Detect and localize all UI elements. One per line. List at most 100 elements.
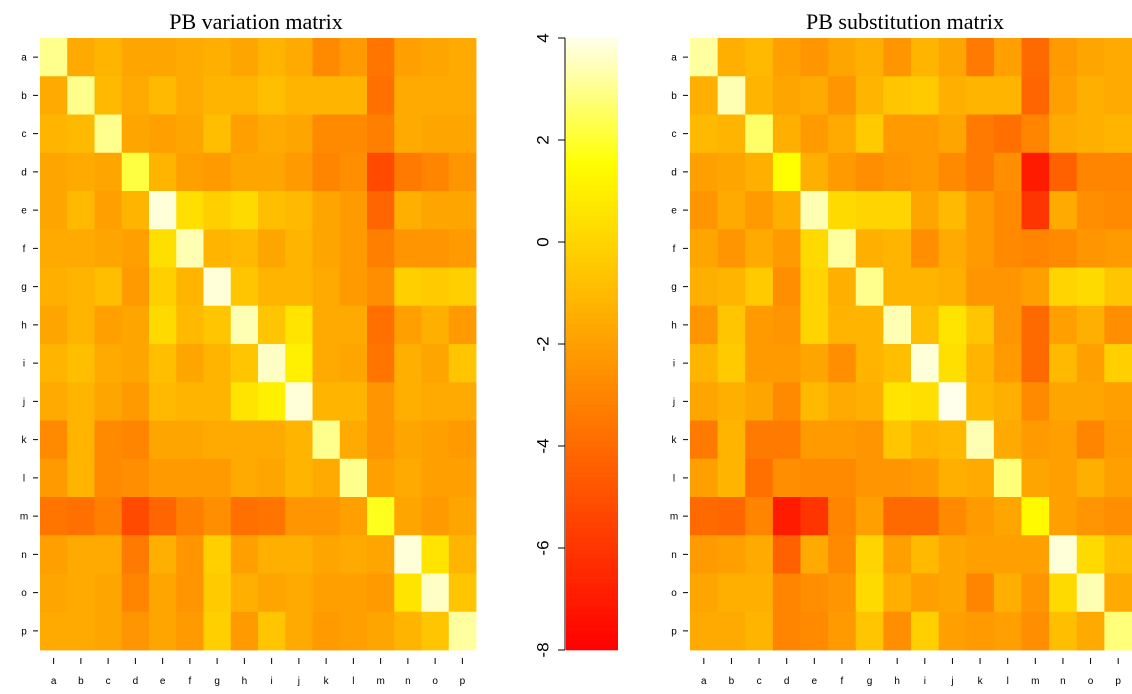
substitution-cell-j-a bbox=[690, 382, 719, 421]
variation-cell-c-a bbox=[40, 114, 68, 154]
variation-cell-b-b bbox=[67, 76, 95, 115]
substitution-col-tick-label: d bbox=[784, 676, 790, 687]
colorbar-band bbox=[566, 140, 618, 146]
colorbar-band bbox=[566, 410, 618, 416]
colorbar-band bbox=[566, 384, 618, 391]
variation-cell-l-i bbox=[258, 458, 286, 498]
variation-cell-p-p bbox=[448, 611, 477, 651]
colorbar-tick-label: -8 bbox=[533, 642, 552, 657]
substitution-cell-a-a bbox=[690, 38, 719, 77]
substitution-cell-j-l bbox=[993, 382, 1022, 421]
substitution-cell-k-a bbox=[690, 420, 719, 460]
colorbar-band bbox=[566, 287, 618, 294]
substitution-cell-f-c bbox=[745, 229, 774, 268]
variation-cell-k-g bbox=[203, 420, 232, 460]
colorbar-band bbox=[566, 196, 618, 202]
substitution-cell-a-i bbox=[911, 38, 940, 77]
substitution-cell-l-k bbox=[966, 458, 995, 498]
colorbar-band bbox=[566, 262, 618, 268]
substitution-cell-p-b bbox=[717, 611, 746, 651]
variation-matrix-cells bbox=[40, 38, 477, 651]
variation-cell-c-e bbox=[149, 114, 177, 154]
variation-cell-f-o bbox=[421, 229, 450, 268]
substitution-matrix-cells bbox=[690, 38, 1132, 651]
variation-cell-j-e bbox=[149, 382, 177, 421]
substitution-cell-h-f bbox=[828, 305, 857, 345]
colorbar-tick-label: -4 bbox=[533, 438, 552, 453]
substitution-cell-h-o bbox=[1076, 305, 1105, 345]
variation-cell-p-a bbox=[40, 611, 68, 651]
substitution-cell-l-i bbox=[911, 458, 940, 498]
substitution-cell-l-f bbox=[828, 458, 857, 498]
colorbar-band bbox=[566, 558, 618, 564]
colorbar-band bbox=[566, 165, 618, 171]
colorbar-band bbox=[566, 644, 618, 651]
variation-cell-j-k bbox=[312, 382, 341, 421]
variation-cell-i-a bbox=[40, 344, 68, 383]
substitution-cell-m-k bbox=[966, 497, 995, 536]
variation-row-tick-label: b bbox=[21, 91, 27, 102]
colorbar-band bbox=[566, 553, 618, 559]
colorbar-band bbox=[566, 338, 618, 345]
variation-cell-g-n bbox=[394, 267, 422, 307]
colorbar-band bbox=[566, 624, 618, 630]
colorbar-band bbox=[566, 129, 618, 136]
variation-cell-b-j bbox=[285, 76, 313, 115]
variation-cell-a-a bbox=[40, 38, 68, 77]
substitution-cell-n-b bbox=[717, 535, 746, 574]
variation-cell-b-c bbox=[94, 76, 123, 115]
variation-cell-a-f bbox=[176, 38, 204, 77]
colorbar-band bbox=[566, 231, 618, 238]
variation-matrix-title: PB variation matrix bbox=[169, 9, 343, 34]
substitution-cell-e-g bbox=[855, 191, 884, 230]
variation-cell-b-d bbox=[121, 76, 150, 115]
substitution-cell-p-p bbox=[1104, 611, 1132, 651]
variation-cell-f-k bbox=[312, 229, 341, 268]
substitution-cell-l-c bbox=[745, 458, 774, 498]
variation-cell-a-d bbox=[121, 38, 150, 77]
substitution-cell-b-k bbox=[966, 76, 995, 115]
colorbar-band bbox=[566, 497, 618, 503]
substitution-cell-e-d bbox=[772, 191, 801, 230]
substitution-cell-k-f bbox=[828, 420, 857, 460]
variation-cell-h-h bbox=[230, 305, 259, 345]
variation-cell-j-i bbox=[258, 382, 286, 421]
variation-cell-k-m bbox=[367, 420, 395, 460]
colorbar-band bbox=[566, 522, 618, 528]
variation-col-tick-label: k bbox=[324, 676, 330, 687]
variation-cell-m-o bbox=[421, 497, 450, 536]
colorbar-band bbox=[566, 614, 618, 620]
substitution-cell-n-c bbox=[745, 535, 774, 574]
variation-cell-i-h bbox=[230, 344, 259, 383]
variation-cell-h-f bbox=[176, 305, 204, 345]
substitution-cell-f-j bbox=[938, 229, 967, 268]
variation-cell-d-e bbox=[149, 152, 177, 192]
colorbar-band bbox=[566, 43, 618, 49]
colorbar-band bbox=[566, 313, 618, 319]
substitution-cell-l-e bbox=[800, 458, 829, 498]
substitution-row-tick-label: i bbox=[673, 359, 675, 370]
variation-cell-e-f bbox=[176, 191, 204, 230]
substitution-cell-m-d bbox=[772, 497, 801, 536]
variation-cell-b-h bbox=[230, 76, 259, 115]
colorbar-band bbox=[566, 308, 618, 314]
variation-cell-h-b bbox=[67, 305, 95, 345]
variation-cell-a-j bbox=[285, 38, 313, 77]
substitution-cell-h-p bbox=[1104, 305, 1132, 345]
colorbar-band bbox=[566, 191, 618, 197]
variation-cell-a-n bbox=[394, 38, 422, 77]
variation-cell-e-p bbox=[448, 191, 477, 230]
variation-cell-g-h bbox=[230, 267, 259, 307]
variation-cell-l-a bbox=[40, 458, 68, 498]
substitution-col-tick-label: c bbox=[757, 676, 762, 687]
colorbar-band bbox=[566, 379, 618, 386]
variation-cell-p-h bbox=[230, 611, 259, 651]
substitution-cell-e-l bbox=[993, 191, 1022, 230]
variation-cell-j-l bbox=[339, 382, 368, 421]
variation-cell-b-i bbox=[258, 76, 286, 115]
variation-cell-l-h bbox=[230, 458, 259, 498]
colorbar-band bbox=[566, 466, 618, 472]
colorbar-band bbox=[566, 68, 618, 74]
substitution-cell-g-o bbox=[1076, 267, 1105, 307]
